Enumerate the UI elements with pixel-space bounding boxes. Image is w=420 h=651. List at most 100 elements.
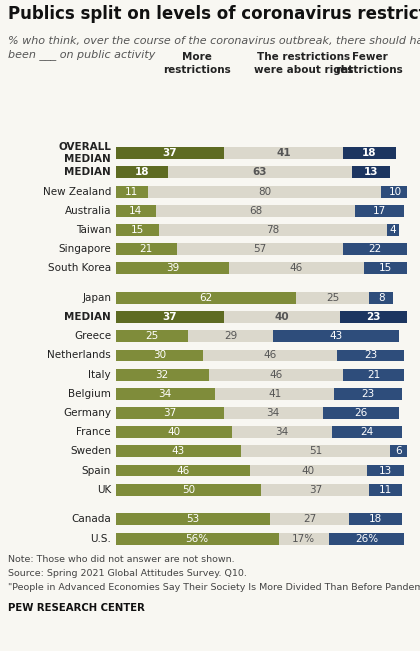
Text: New Zealand: New Zealand bbox=[43, 187, 111, 197]
Text: Fewer
restrictions: Fewer restrictions bbox=[336, 53, 403, 75]
Bar bbox=[177, 243, 343, 255]
Bar bbox=[390, 445, 407, 457]
Text: 30: 30 bbox=[153, 350, 166, 361]
Text: 40: 40 bbox=[275, 312, 289, 322]
Text: Canada: Canada bbox=[71, 514, 111, 525]
Text: Sweden: Sweden bbox=[70, 447, 111, 456]
Text: 51: 51 bbox=[309, 447, 322, 456]
Text: Greece: Greece bbox=[74, 331, 111, 341]
Bar bbox=[340, 311, 407, 323]
Bar bbox=[381, 186, 410, 197]
Text: 41: 41 bbox=[276, 148, 291, 158]
Text: 23: 23 bbox=[361, 389, 375, 399]
Bar bbox=[370, 292, 393, 304]
Text: 32: 32 bbox=[155, 370, 169, 380]
Text: 8: 8 bbox=[378, 293, 384, 303]
Bar bbox=[116, 186, 147, 197]
Bar bbox=[116, 368, 209, 381]
Text: 4: 4 bbox=[389, 225, 396, 235]
Bar bbox=[364, 262, 407, 274]
Bar bbox=[116, 350, 203, 361]
Text: U.S.: U.S. bbox=[90, 534, 111, 544]
Bar bbox=[223, 147, 343, 159]
Bar bbox=[334, 388, 402, 400]
Text: 13: 13 bbox=[364, 167, 378, 178]
Text: 24: 24 bbox=[360, 427, 373, 437]
Bar bbox=[343, 147, 396, 159]
Text: 26: 26 bbox=[354, 408, 368, 418]
Text: Spain: Spain bbox=[82, 465, 111, 475]
Bar bbox=[116, 388, 215, 400]
Bar bbox=[215, 388, 334, 400]
Text: 18: 18 bbox=[134, 167, 149, 178]
Text: 15: 15 bbox=[131, 225, 144, 235]
Text: 40: 40 bbox=[167, 427, 181, 437]
Text: 78: 78 bbox=[267, 225, 280, 235]
Text: 53: 53 bbox=[186, 514, 200, 525]
Text: 34: 34 bbox=[267, 408, 280, 418]
Text: 27: 27 bbox=[303, 514, 316, 525]
Text: France: France bbox=[76, 427, 111, 437]
Text: 37: 37 bbox=[163, 408, 176, 418]
Text: 43: 43 bbox=[172, 447, 185, 456]
Text: 14: 14 bbox=[129, 206, 142, 215]
Bar bbox=[116, 205, 156, 217]
Text: 17%: 17% bbox=[292, 534, 315, 544]
Text: 29: 29 bbox=[224, 331, 237, 341]
Bar bbox=[297, 292, 370, 304]
Text: Singapore: Singapore bbox=[58, 244, 111, 254]
Bar bbox=[209, 368, 343, 381]
Text: Japan: Japan bbox=[82, 293, 111, 303]
Bar bbox=[203, 350, 337, 361]
Text: 11: 11 bbox=[379, 485, 392, 495]
Text: The restrictions
were about right: The restrictions were about right bbox=[254, 53, 353, 75]
Bar bbox=[349, 514, 402, 525]
Text: 18: 18 bbox=[362, 148, 377, 158]
Text: 50: 50 bbox=[182, 485, 195, 495]
Bar bbox=[261, 484, 370, 495]
Text: 25: 25 bbox=[326, 293, 340, 303]
Text: 37: 37 bbox=[162, 148, 177, 158]
Text: 13: 13 bbox=[379, 465, 392, 475]
Text: 23: 23 bbox=[364, 350, 378, 361]
Bar bbox=[116, 484, 261, 495]
Text: 40: 40 bbox=[302, 465, 315, 475]
Text: 80: 80 bbox=[258, 187, 271, 197]
Bar bbox=[116, 311, 223, 323]
Text: 18: 18 bbox=[369, 514, 382, 525]
Text: 34: 34 bbox=[158, 389, 172, 399]
Text: 46: 46 bbox=[176, 465, 189, 475]
Text: Source: Spring 2021 Global Attitudes Survey. Q10.: Source: Spring 2021 Global Attitudes Sur… bbox=[8, 569, 247, 578]
Text: Australia: Australia bbox=[65, 206, 111, 215]
Bar bbox=[229, 262, 364, 274]
Text: 56%: 56% bbox=[186, 534, 209, 544]
Text: 15: 15 bbox=[379, 263, 392, 273]
Bar bbox=[387, 224, 399, 236]
Bar bbox=[232, 426, 331, 438]
Bar bbox=[189, 330, 273, 342]
Text: Publics split on levels of coronavirus restrictions: Publics split on levels of coronavirus r… bbox=[8, 5, 420, 23]
Bar bbox=[116, 426, 232, 438]
Text: 37: 37 bbox=[162, 312, 177, 322]
Bar bbox=[156, 205, 355, 217]
Bar bbox=[331, 426, 402, 438]
Text: 23: 23 bbox=[367, 312, 381, 322]
Bar bbox=[223, 407, 323, 419]
Text: 25: 25 bbox=[145, 331, 159, 341]
Bar bbox=[273, 330, 399, 342]
Text: 43: 43 bbox=[329, 331, 342, 341]
Text: Germany: Germany bbox=[63, 408, 111, 418]
Text: Taiwan: Taiwan bbox=[76, 225, 111, 235]
Text: Netherlands: Netherlands bbox=[47, 350, 111, 361]
Bar bbox=[355, 205, 404, 217]
Text: OVERALL
MEDIAN: OVERALL MEDIAN bbox=[58, 143, 111, 164]
Bar bbox=[116, 465, 250, 477]
Text: 11: 11 bbox=[125, 187, 138, 197]
Text: 46: 46 bbox=[290, 263, 303, 273]
Bar bbox=[241, 445, 390, 457]
Bar bbox=[270, 514, 349, 525]
Bar bbox=[116, 224, 159, 236]
Text: UK: UK bbox=[97, 485, 111, 495]
Bar bbox=[352, 167, 390, 178]
Bar bbox=[116, 167, 168, 178]
